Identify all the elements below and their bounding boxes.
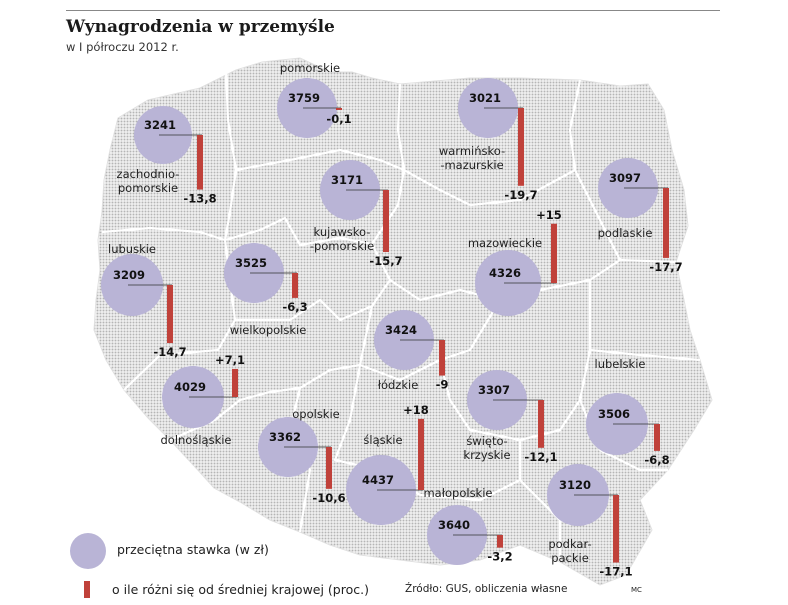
diff-label: -9 [436, 378, 449, 392]
wage-label: 3525 [235, 256, 267, 270]
region-name: podkar- [548, 537, 591, 551]
diff-label: +18 [403, 403, 429, 417]
region-pomorskie: 3759 -0,1 pomorskie [277, 61, 352, 138]
diff-label: +15 [536, 208, 562, 222]
wage-label: 3362 [269, 430, 301, 444]
region-warminsko-mazurskie: 3021 -19,7 warmińsko--mazurskie [439, 78, 538, 202]
diff-label: -17,7 [649, 260, 682, 274]
region-opolskie: 3362 -10,6 opolskie [258, 407, 346, 505]
page-title: Wynagrodzenia w przemyśle [66, 17, 335, 37]
wage-label: 4326 [489, 266, 521, 280]
region-name: pomorskie [280, 61, 340, 75]
diff-label: -14,7 [153, 345, 186, 359]
top-rule [66, 10, 720, 11]
region-lubuskie: 3209 -14,7 lubuskie [101, 242, 187, 359]
diff-bar [418, 418, 424, 490]
wage-label: 3640 [438, 518, 470, 532]
wage-label: 3097 [609, 171, 641, 185]
region-name: łódzkie [378, 378, 419, 392]
wage-label: 3424 [385, 323, 417, 337]
diff-bar [497, 535, 503, 548]
source-note: Źródło: GUS, obliczenia własne [405, 583, 568, 595]
legend-bar-swatch [84, 581, 90, 598]
region-name: lubuskie [108, 242, 156, 256]
diff-label: -0,1 [326, 112, 351, 126]
diff-label: -3,2 [487, 550, 512, 564]
diff-bar [518, 108, 524, 186]
region-lubelskie: 3506 -6,8 lubelskie [586, 357, 670, 467]
region-name: małopolskie [423, 486, 492, 500]
diff-bar [197, 135, 203, 190]
region-name: wielkopolskie [230, 323, 307, 337]
diff-label: -10,6 [312, 491, 345, 505]
region-name: zachodnio- [117, 167, 180, 181]
wage-label: 3209 [113, 268, 145, 282]
region-name: lubelskie [595, 357, 646, 371]
author-credit: MC [631, 586, 642, 594]
region-name: śląskie [363, 433, 402, 447]
region-wielkopolskie: 3525 -6,3 wielkopolskie [224, 243, 308, 337]
region-swietokrzyskie: 3307 -12,1 świętо-krzyskie [463, 370, 558, 464]
wage-label: 3241 [144, 118, 176, 132]
diff-label: -13,8 [183, 192, 216, 206]
diff-bar [551, 223, 557, 283]
diff-bar [663, 188, 669, 258]
diff-bar [538, 400, 544, 448]
diff-label: +7,1 [215, 353, 245, 367]
wage-label: 3171 [331, 173, 363, 187]
diff-bar [383, 190, 389, 253]
region-slaskie: 4437 +18 śląskie [346, 403, 429, 525]
diff-bar [613, 495, 619, 563]
region-name: opolskie [292, 407, 340, 421]
diff-bar [336, 108, 342, 110]
region-name: -pomorskie [310, 239, 374, 253]
diff-bar [292, 273, 298, 298]
wage-label: 3506 [598, 407, 630, 421]
wage-label: 3307 [478, 383, 510, 397]
region-name: mazowieckie [468, 236, 542, 250]
diff-bar [326, 447, 332, 489]
region-name: dolnośląskie [160, 433, 231, 447]
wage-label: 4029 [174, 380, 206, 394]
diff-bar [167, 285, 173, 344]
region-podkarpackie: 3120 -17,1 podkar-packie [547, 464, 633, 579]
legend-bar-label: o ile różni się od średniej krajowej (pr… [112, 582, 369, 597]
region-name: packie [551, 551, 589, 565]
diff-label: -6,8 [644, 453, 669, 467]
region-name: świętо- [466, 434, 507, 448]
region-kujawsko-pomorskie: 3171 -15,7 kujawsko--pomorskie [310, 160, 403, 268]
wage-label: 3021 [469, 91, 501, 105]
region-name: krzyskie [463, 448, 510, 462]
wage-label: 4437 [362, 473, 394, 487]
diff-label: -19,7 [504, 188, 537, 202]
diff-label: -6,3 [282, 300, 307, 314]
region-malopolskie: 3640 -3,2 małopolskie [423, 486, 513, 565]
region-name: kujawsko- [314, 225, 371, 239]
region-name: -mazurskie [440, 158, 503, 172]
diff-bar [439, 340, 445, 376]
region-mazowieckie: 4326 +15 mazowieckie [468, 208, 562, 316]
diff-bar [654, 424, 660, 451]
region-dolnoslaskie: 4029 +7,1 dolnośląskie [160, 353, 245, 447]
region-name: podlaskie [598, 226, 653, 240]
legend-circle-label: przeciętna stawka (w zł) [117, 542, 269, 557]
region-lodzkie: 3424 -9 łódzkie [374, 310, 448, 392]
wage-label: 3120 [559, 478, 591, 492]
diff-label: -17,1 [599, 565, 632, 579]
region-name: warmińsko- [439, 144, 505, 158]
wage-label: 3759 [288, 91, 320, 105]
region-name: pomorskie [118, 181, 178, 195]
diff-label: -15,7 [369, 254, 402, 268]
page-subtitle: w I półroczu 2012 r. [66, 40, 179, 54]
diff-bar [232, 368, 238, 397]
region-podlaskie: 3097 -17,7 podlaskie [598, 158, 683, 274]
diff-label: -12,1 [524, 450, 557, 464]
legend-circle-swatch [70, 533, 106, 569]
